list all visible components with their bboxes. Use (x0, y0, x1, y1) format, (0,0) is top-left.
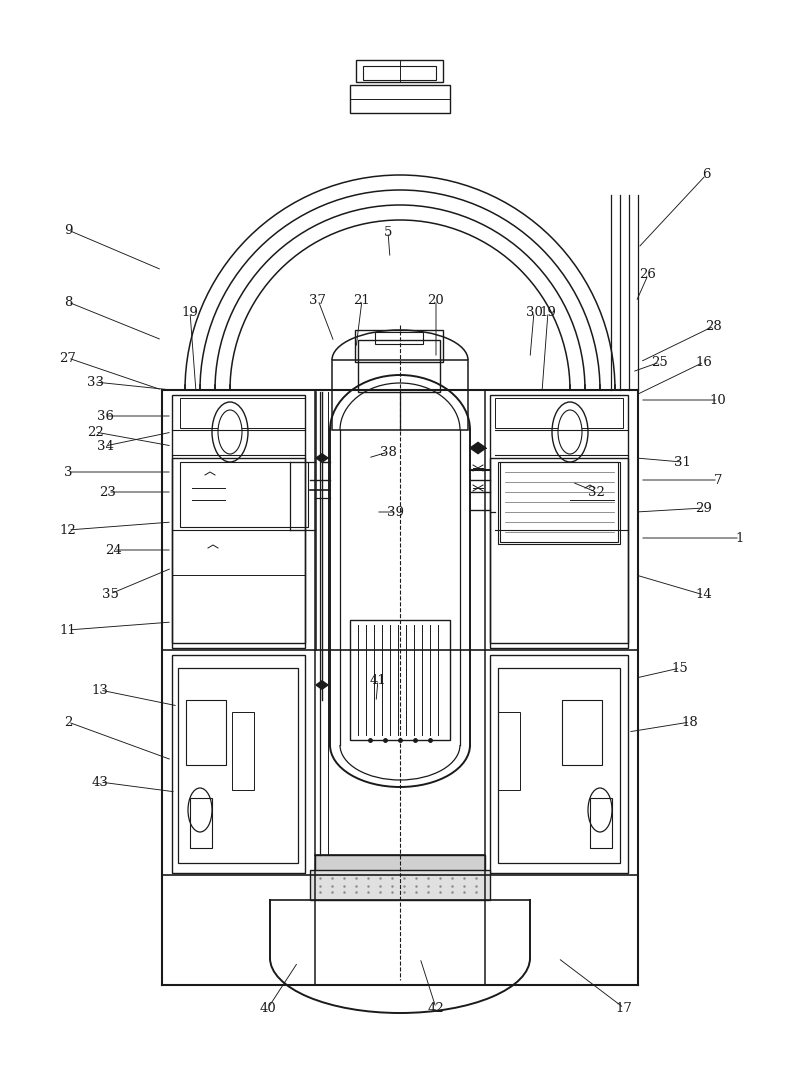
Text: 20: 20 (428, 293, 444, 306)
Text: 12: 12 (60, 524, 76, 537)
Text: 18: 18 (682, 715, 698, 728)
Bar (178, 668, 298, 863)
Text: 31: 31 (674, 455, 690, 468)
Bar (310, 870, 490, 900)
Text: 14: 14 (696, 588, 712, 602)
Text: 41: 41 (370, 674, 386, 687)
Text: 8: 8 (64, 296, 72, 308)
Bar (363, 66, 436, 80)
Bar (375, 332, 423, 344)
Text: 9: 9 (64, 224, 72, 237)
Bar (358, 340, 440, 392)
Text: 16: 16 (695, 356, 713, 368)
Bar (495, 398, 623, 428)
Text: 3: 3 (64, 466, 72, 479)
Text: 38: 38 (379, 446, 397, 458)
Text: 21: 21 (354, 293, 370, 306)
Text: 22: 22 (86, 425, 103, 438)
Text: 23: 23 (99, 485, 117, 498)
Bar (355, 330, 443, 362)
Text: 42: 42 (428, 1001, 444, 1014)
Bar (490, 655, 628, 873)
Text: 15: 15 (672, 662, 688, 675)
Text: 26: 26 (639, 269, 657, 282)
Bar (498, 668, 620, 863)
Text: 37: 37 (310, 293, 326, 306)
Bar (180, 398, 305, 428)
Text: 43: 43 (91, 775, 109, 788)
Text: 19: 19 (182, 305, 198, 318)
Ellipse shape (558, 410, 582, 454)
Bar (350, 85, 450, 114)
Bar (172, 395, 305, 643)
Bar (315, 855, 485, 880)
Text: 7: 7 (714, 473, 722, 486)
Bar (490, 458, 628, 648)
Text: 29: 29 (695, 501, 713, 514)
Text: 10: 10 (710, 393, 726, 407)
Text: 33: 33 (86, 376, 103, 389)
Text: 19: 19 (539, 305, 557, 318)
Bar (498, 712, 520, 790)
Bar (190, 798, 212, 848)
Text: 1: 1 (736, 531, 744, 544)
Bar (590, 798, 612, 848)
Polygon shape (470, 442, 486, 454)
Text: 36: 36 (97, 409, 114, 422)
Text: 5: 5 (384, 226, 392, 239)
Text: 6: 6 (702, 168, 710, 181)
Text: 17: 17 (615, 1001, 633, 1014)
Text: 27: 27 (59, 351, 77, 364)
Text: 39: 39 (387, 506, 405, 518)
Text: 2: 2 (64, 715, 72, 728)
Bar (500, 462, 618, 542)
Bar (562, 700, 602, 765)
Bar (356, 60, 443, 82)
Text: 11: 11 (60, 623, 76, 636)
Text: 28: 28 (706, 319, 722, 332)
Text: 35: 35 (102, 588, 118, 601)
Ellipse shape (218, 410, 242, 454)
Bar (350, 620, 450, 740)
Bar (490, 395, 628, 643)
Polygon shape (316, 681, 328, 690)
Text: 34: 34 (97, 439, 114, 453)
Bar (180, 462, 308, 527)
Text: 30: 30 (526, 305, 542, 318)
Bar (332, 360, 468, 429)
Polygon shape (316, 454, 328, 463)
Text: 13: 13 (91, 683, 109, 696)
Text: 24: 24 (106, 543, 122, 557)
Text: 32: 32 (587, 485, 605, 498)
Bar (172, 655, 305, 873)
Bar (232, 712, 254, 790)
Text: 25: 25 (652, 356, 668, 368)
Text: 40: 40 (260, 1001, 276, 1014)
Bar (186, 700, 226, 765)
Bar (498, 462, 620, 544)
Bar (172, 458, 305, 648)
